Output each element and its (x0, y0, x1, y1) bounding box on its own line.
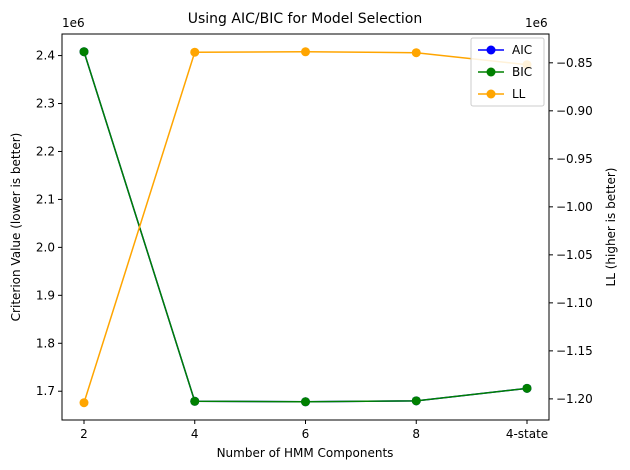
data-point-bic (79, 47, 89, 57)
data-point-bic (522, 383, 532, 393)
right-y-tick-label: −1.05 (556, 248, 593, 262)
data-point-ll (190, 47, 200, 57)
data-point-bic (411, 396, 421, 406)
right-y-tick-label: −1.15 (556, 344, 593, 358)
left-y-tick-label: 2.2 (36, 144, 55, 158)
left-y-tick-label: 1.8 (36, 336, 55, 350)
right-y-tick-label: −1.10 (556, 296, 593, 310)
left-y-tick-label: 2.0 (36, 240, 55, 254)
left-y-tick-label: 1.9 (36, 288, 55, 302)
x-tick-label: 8 (412, 427, 420, 441)
right-axis-label: LL (higher is better) (604, 168, 618, 287)
left-y-tick-label: 1.7 (36, 384, 55, 398)
x-tick-label: 4 (191, 427, 199, 441)
data-point-bic (190, 396, 200, 406)
x-tick-label: 4-state (506, 427, 548, 441)
legend: AIC BIC LL (470, 37, 545, 107)
data-point-ll (301, 47, 310, 57)
series-line-bic (83, 51, 528, 403)
chart-title: Using AIC/BIC for Model Selection (188, 11, 423, 27)
right-y-tick-label: −0.85 (556, 56, 593, 70)
legend-label-bic: BIC (512, 65, 532, 79)
left-axis-label: Criterion Value (lower is better) (9, 133, 23, 322)
legend-frame (470, 37, 545, 107)
x-axis-label: Number of HMM Components (217, 446, 394, 460)
left-axis-multiplier: 1e6 (62, 16, 85, 30)
right-y-tick-label: −1.20 (556, 392, 593, 406)
legend-swatch-marker-aic (486, 45, 496, 55)
series-line-aic (83, 51, 528, 403)
data-point-ll (411, 48, 421, 58)
legend-label-aic: AIC (512, 43, 532, 57)
legend-swatch-marker-ll (486, 89, 496, 99)
left-y-tick-label: 2.3 (36, 97, 55, 111)
data-point-ll (79, 398, 89, 408)
legend-label-ll: LL (512, 87, 526, 101)
left-y-tick-label: 2.1 (36, 192, 55, 206)
right-y-tick-label: −1.00 (556, 200, 593, 214)
plot-frame (61, 33, 550, 421)
data-point-bic (301, 397, 310, 407)
legend-swatch-marker-bic (486, 67, 496, 77)
right-y-tick-label: −0.95 (556, 152, 593, 166)
right-axis-multiplier: 1e6 (525, 16, 548, 30)
x-tick-label: 2 (80, 427, 88, 441)
left-y-tick-label: 2.4 (36, 49, 55, 63)
series-line-ll (83, 51, 528, 403)
x-tick-label: 6 (302, 427, 310, 441)
right-y-tick-label: −0.90 (556, 104, 593, 118)
